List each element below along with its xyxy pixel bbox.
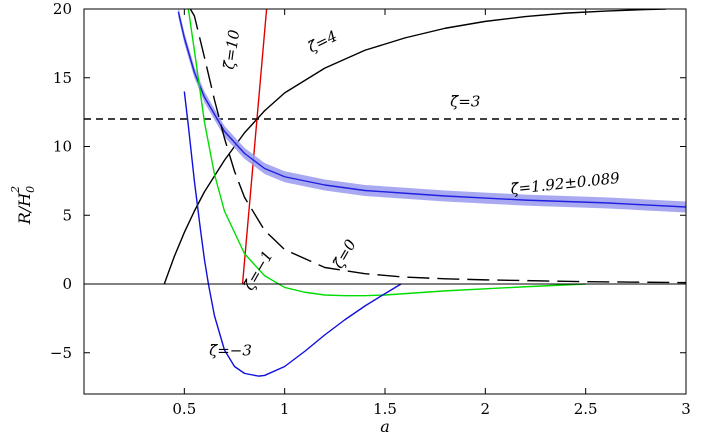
x-tick-label: 2 [481,400,491,418]
curve-label-1.92-0.089: ζ̃=1.92±0.089 [510,169,621,198]
series-0-line [163,9,666,285]
y-tick-label: −5 [50,344,72,362]
curve-label-3: ζ̃=3 [450,93,480,111]
y-tick-label: 15 [53,69,72,87]
axis-ticks: 0.5 1 1.5 2 2.5 3 −5 0 5 10 15 20 [50,0,691,418]
x-tick-label: 3 [681,400,691,418]
series-1-line [241,9,268,285]
series-5-line [187,9,586,297]
series-3-line [177,11,686,208]
series-6-line [183,91,402,377]
y-axis-label-sup: 2 [9,186,22,194]
y-axis-label-main: R/H [15,192,34,225]
curve-label-0: ζ̃=0 [329,236,360,272]
x-tick-label: 1 [280,400,290,418]
y-axis-label-sub: 0 [24,186,37,193]
curve-label-3: ζ̃=−3 [209,342,252,360]
series-4-line [189,9,686,284]
x-tick-label: 1.5 [373,400,397,418]
x-tick-label: 0.5 [172,400,196,418]
y-tick-label: 0 [62,275,72,293]
plot-series [84,9,686,377]
y-tick-label: 5 [62,206,72,224]
y-axis-label: R/H02 [9,186,37,225]
x-tick-label: 2.5 [574,400,598,418]
y-tick-label: 20 [53,0,72,18]
y-tick-label: 10 [53,138,72,156]
x-axis-label: a [380,417,390,436]
curve-label-10: ζ̃=10 [220,28,243,70]
curve-label-4: ζ̃=4 [305,27,340,56]
